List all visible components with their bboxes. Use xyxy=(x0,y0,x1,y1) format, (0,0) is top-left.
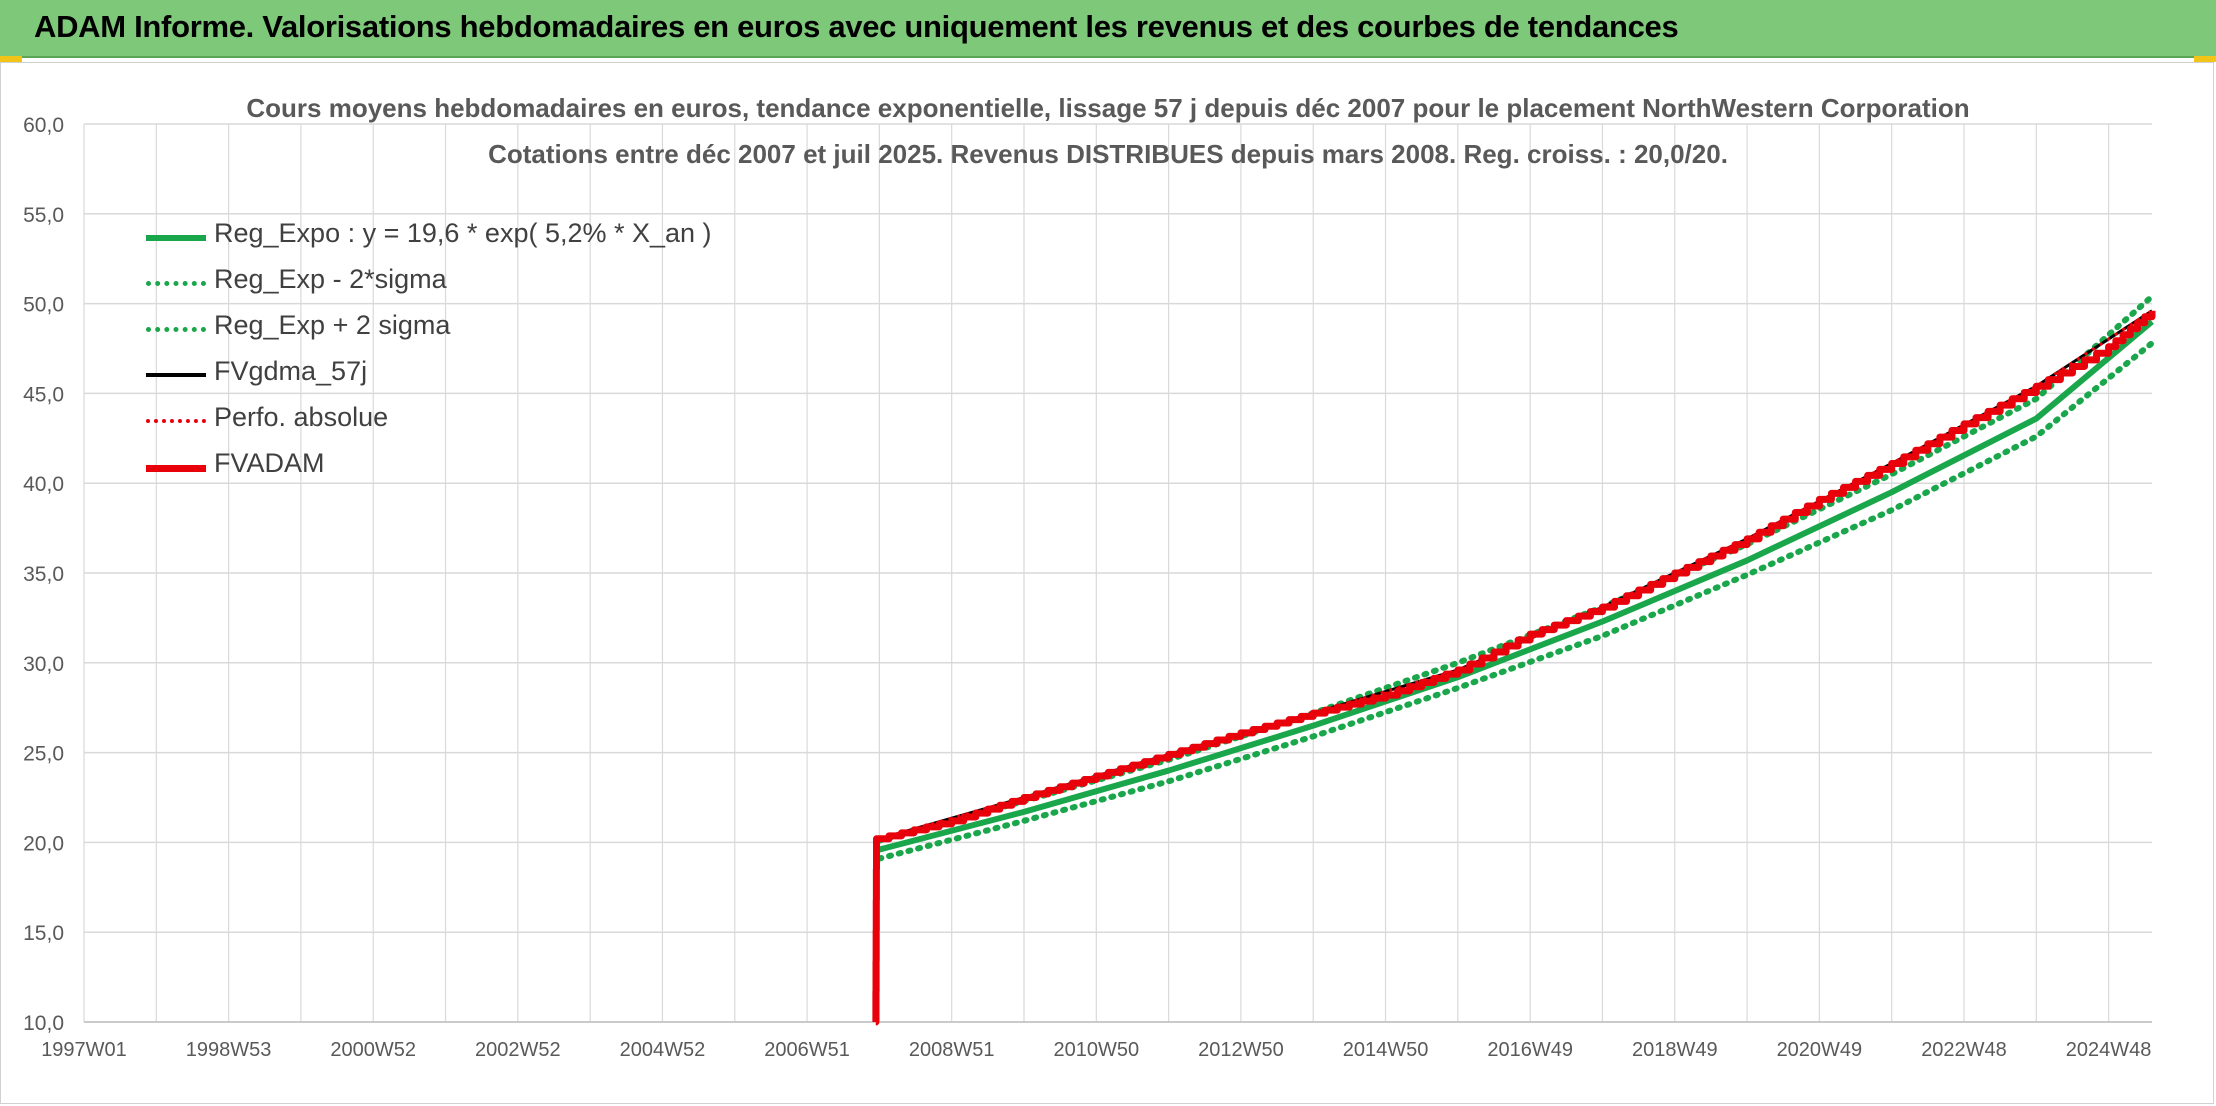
x-tick-label: 2022W48 xyxy=(1921,1039,2007,1061)
x-tick-label: 2012W50 xyxy=(1198,1039,1284,1061)
legend-swatch xyxy=(146,235,206,241)
report-title: ADAM Informe. Valorisations hebdomadaire… xyxy=(34,9,1679,44)
x-tick-label: 2010W50 xyxy=(1053,1039,1139,1061)
series-line xyxy=(878,319,2154,853)
x-tick-label: 2016W49 xyxy=(1487,1039,1573,1061)
y-tick-label: 20,0 xyxy=(23,832,64,855)
legend-label: FVgdma_57j xyxy=(214,356,368,386)
legend-label: Reg_Exp + 2 sigma xyxy=(214,310,451,340)
x-tick-label: 2020W49 xyxy=(1777,1039,1863,1061)
series-line xyxy=(876,340,2155,862)
series-line xyxy=(878,309,2153,841)
legend-swatch xyxy=(146,327,206,332)
corner-marker xyxy=(0,56,22,62)
report-banner: ADAM Informe. Valorisations hebdomadaire… xyxy=(0,0,2216,58)
legend-label: Reg_Exp - 2*sigma xyxy=(214,264,447,294)
x-tick-label: 2002W52 xyxy=(475,1039,561,1061)
y-tick-label: 35,0 xyxy=(23,563,64,586)
y-tick-label: 30,0 xyxy=(23,653,64,676)
y-tick-label: 25,0 xyxy=(23,743,64,766)
legend-swatch xyxy=(146,465,206,472)
x-tick-label: 2000W52 xyxy=(330,1039,416,1061)
x-tick-label: 2014W50 xyxy=(1343,1039,1429,1061)
y-tick-label: 50,0 xyxy=(23,294,64,317)
chart-title: Cours moyens hebdomadaires en euros, ten… xyxy=(246,93,1970,123)
x-tick-label: 2008W51 xyxy=(909,1039,995,1061)
corner-marker xyxy=(2194,56,2216,62)
legend-label: Reg_Expo : y = 19,6 * exp( 5,2% * X_an ) xyxy=(214,218,712,248)
legend-swatch xyxy=(146,419,206,423)
x-tick-label: 1997W01 xyxy=(41,1039,127,1061)
x-tick-label: 2004W52 xyxy=(620,1039,706,1061)
y-tick-label: 40,0 xyxy=(23,473,64,496)
series-line xyxy=(876,293,2155,844)
x-tick-label: 2024W48 xyxy=(2066,1039,2152,1061)
x-tick-label: 2006W51 xyxy=(764,1039,850,1061)
legend-label: FVADAM xyxy=(214,448,325,478)
chart-frame xyxy=(0,62,2214,1104)
legend-swatch xyxy=(146,281,206,286)
y-tick-label: 15,0 xyxy=(23,922,64,945)
y-tick-label: 10,0 xyxy=(23,1012,64,1035)
y-tick-label: 45,0 xyxy=(23,383,64,406)
legend-label: Perfo. absolue xyxy=(214,402,389,432)
y-tick-label: 55,0 xyxy=(23,204,64,227)
chart-subtitle: Cotations entre déc 2007 et juil 2025. R… xyxy=(488,139,1728,169)
x-tick-label: 2018W49 xyxy=(1632,1039,1718,1061)
legend-swatch xyxy=(146,373,206,377)
x-tick-label: 1998W53 xyxy=(186,1039,272,1061)
y-tick-label: 60,0 xyxy=(23,114,64,137)
series-line xyxy=(878,309,2153,841)
